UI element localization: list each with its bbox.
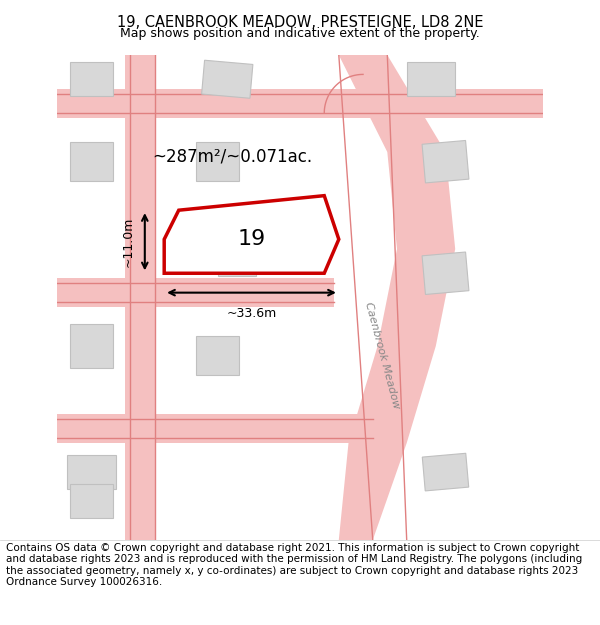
Polygon shape bbox=[202, 60, 253, 98]
Polygon shape bbox=[67, 455, 116, 489]
Text: Contains OS data © Crown copyright and database right 2021. This information is : Contains OS data © Crown copyright and d… bbox=[6, 542, 582, 588]
Polygon shape bbox=[70, 484, 113, 518]
Text: Caenbrook Meadow: Caenbrook Meadow bbox=[364, 301, 401, 410]
Polygon shape bbox=[58, 278, 334, 308]
Text: ~11.0m: ~11.0m bbox=[122, 216, 135, 267]
Polygon shape bbox=[196, 336, 239, 375]
Polygon shape bbox=[58, 414, 373, 443]
Polygon shape bbox=[70, 62, 113, 96]
Polygon shape bbox=[70, 324, 113, 368]
Polygon shape bbox=[422, 453, 469, 491]
Polygon shape bbox=[339, 55, 455, 540]
Polygon shape bbox=[58, 89, 542, 118]
Polygon shape bbox=[422, 252, 469, 294]
Text: 19, CAENBROOK MEADOW, PRESTEIGNE, LD8 2NE: 19, CAENBROOK MEADOW, PRESTEIGNE, LD8 2N… bbox=[117, 16, 483, 31]
Text: ~287m²/~0.071ac.: ~287m²/~0.071ac. bbox=[152, 148, 312, 166]
Text: Map shows position and indicative extent of the property.: Map shows position and indicative extent… bbox=[120, 27, 480, 39]
Polygon shape bbox=[218, 242, 256, 276]
Polygon shape bbox=[164, 196, 339, 273]
Polygon shape bbox=[407, 62, 455, 96]
Polygon shape bbox=[422, 141, 469, 183]
Text: ~33.6m: ~33.6m bbox=[226, 308, 277, 320]
Polygon shape bbox=[196, 142, 239, 181]
Text: 19: 19 bbox=[238, 229, 266, 249]
Polygon shape bbox=[125, 55, 155, 540]
Polygon shape bbox=[70, 142, 113, 181]
